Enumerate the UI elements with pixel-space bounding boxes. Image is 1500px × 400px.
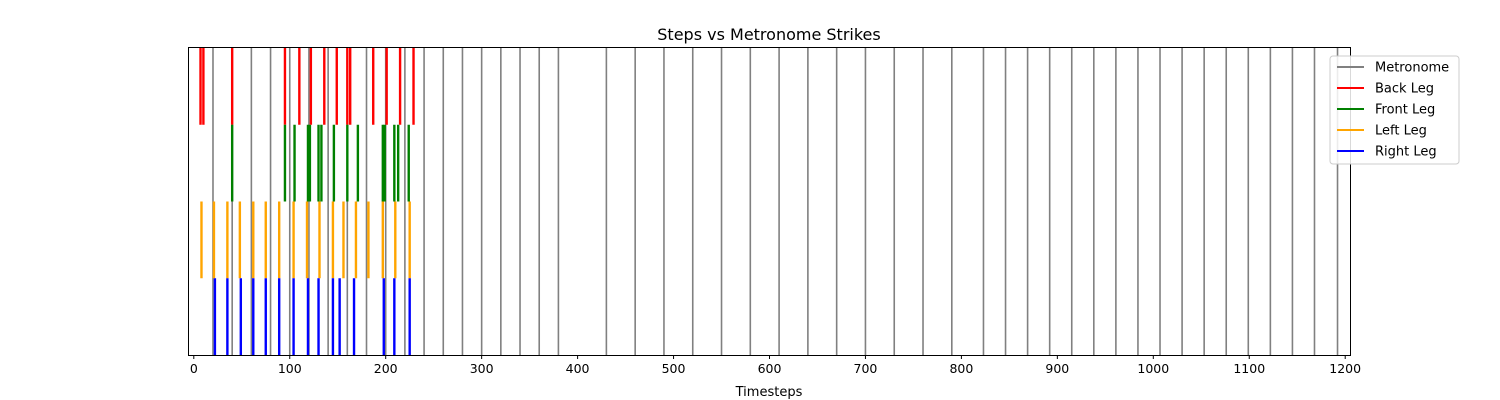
x-tick-label: 700 — [854, 361, 878, 376]
legend-label: Back Leg — [1375, 82, 1434, 97]
legend-label: Metronome — [1375, 61, 1449, 76]
x-tick-label: 1200 — [1329, 361, 1361, 376]
plot-area — [199, 48, 1339, 355]
series-right-leg — [213, 278, 411, 355]
legend-label: Left Leg — [1375, 124, 1427, 139]
x-tick-label: 100 — [278, 361, 302, 376]
x-tick-label: 800 — [949, 361, 973, 376]
x-axis-title: Timesteps — [735, 385, 803, 400]
x-axis: 0 100 200 300 400 500 600 700 800 900 1000 1100 1200 — [190, 355, 1361, 376]
series-front-leg — [230, 124, 410, 202]
x-tick-label: 1000 — [1137, 361, 1169, 376]
x-tick-label: 200 — [374, 361, 398, 376]
x-tick-label: 900 — [1045, 361, 1069, 376]
x-tick-label: 600 — [758, 361, 782, 376]
chart-title: Steps vs Metronome Strikes — [657, 25, 880, 44]
series-left-leg — [200, 201, 411, 279]
x-tick-label: 400 — [566, 361, 590, 376]
legend-frame — [1329, 55, 1460, 165]
series-back-leg — [199, 48, 415, 125]
legend: Metronome Back Leg Front Leg Left Leg Right … — [1329, 55, 1460, 165]
x-tick-label: 500 — [662, 361, 686, 376]
legend-label: Right Leg — [1375, 145, 1437, 160]
x-tick-label: 1100 — [1233, 361, 1265, 376]
plot-frame — [188, 47, 1351, 356]
x-tick-label: 300 — [470, 361, 494, 376]
legend-label: Front Leg — [1375, 103, 1435, 118]
x-tick-label: 0 — [190, 361, 198, 376]
